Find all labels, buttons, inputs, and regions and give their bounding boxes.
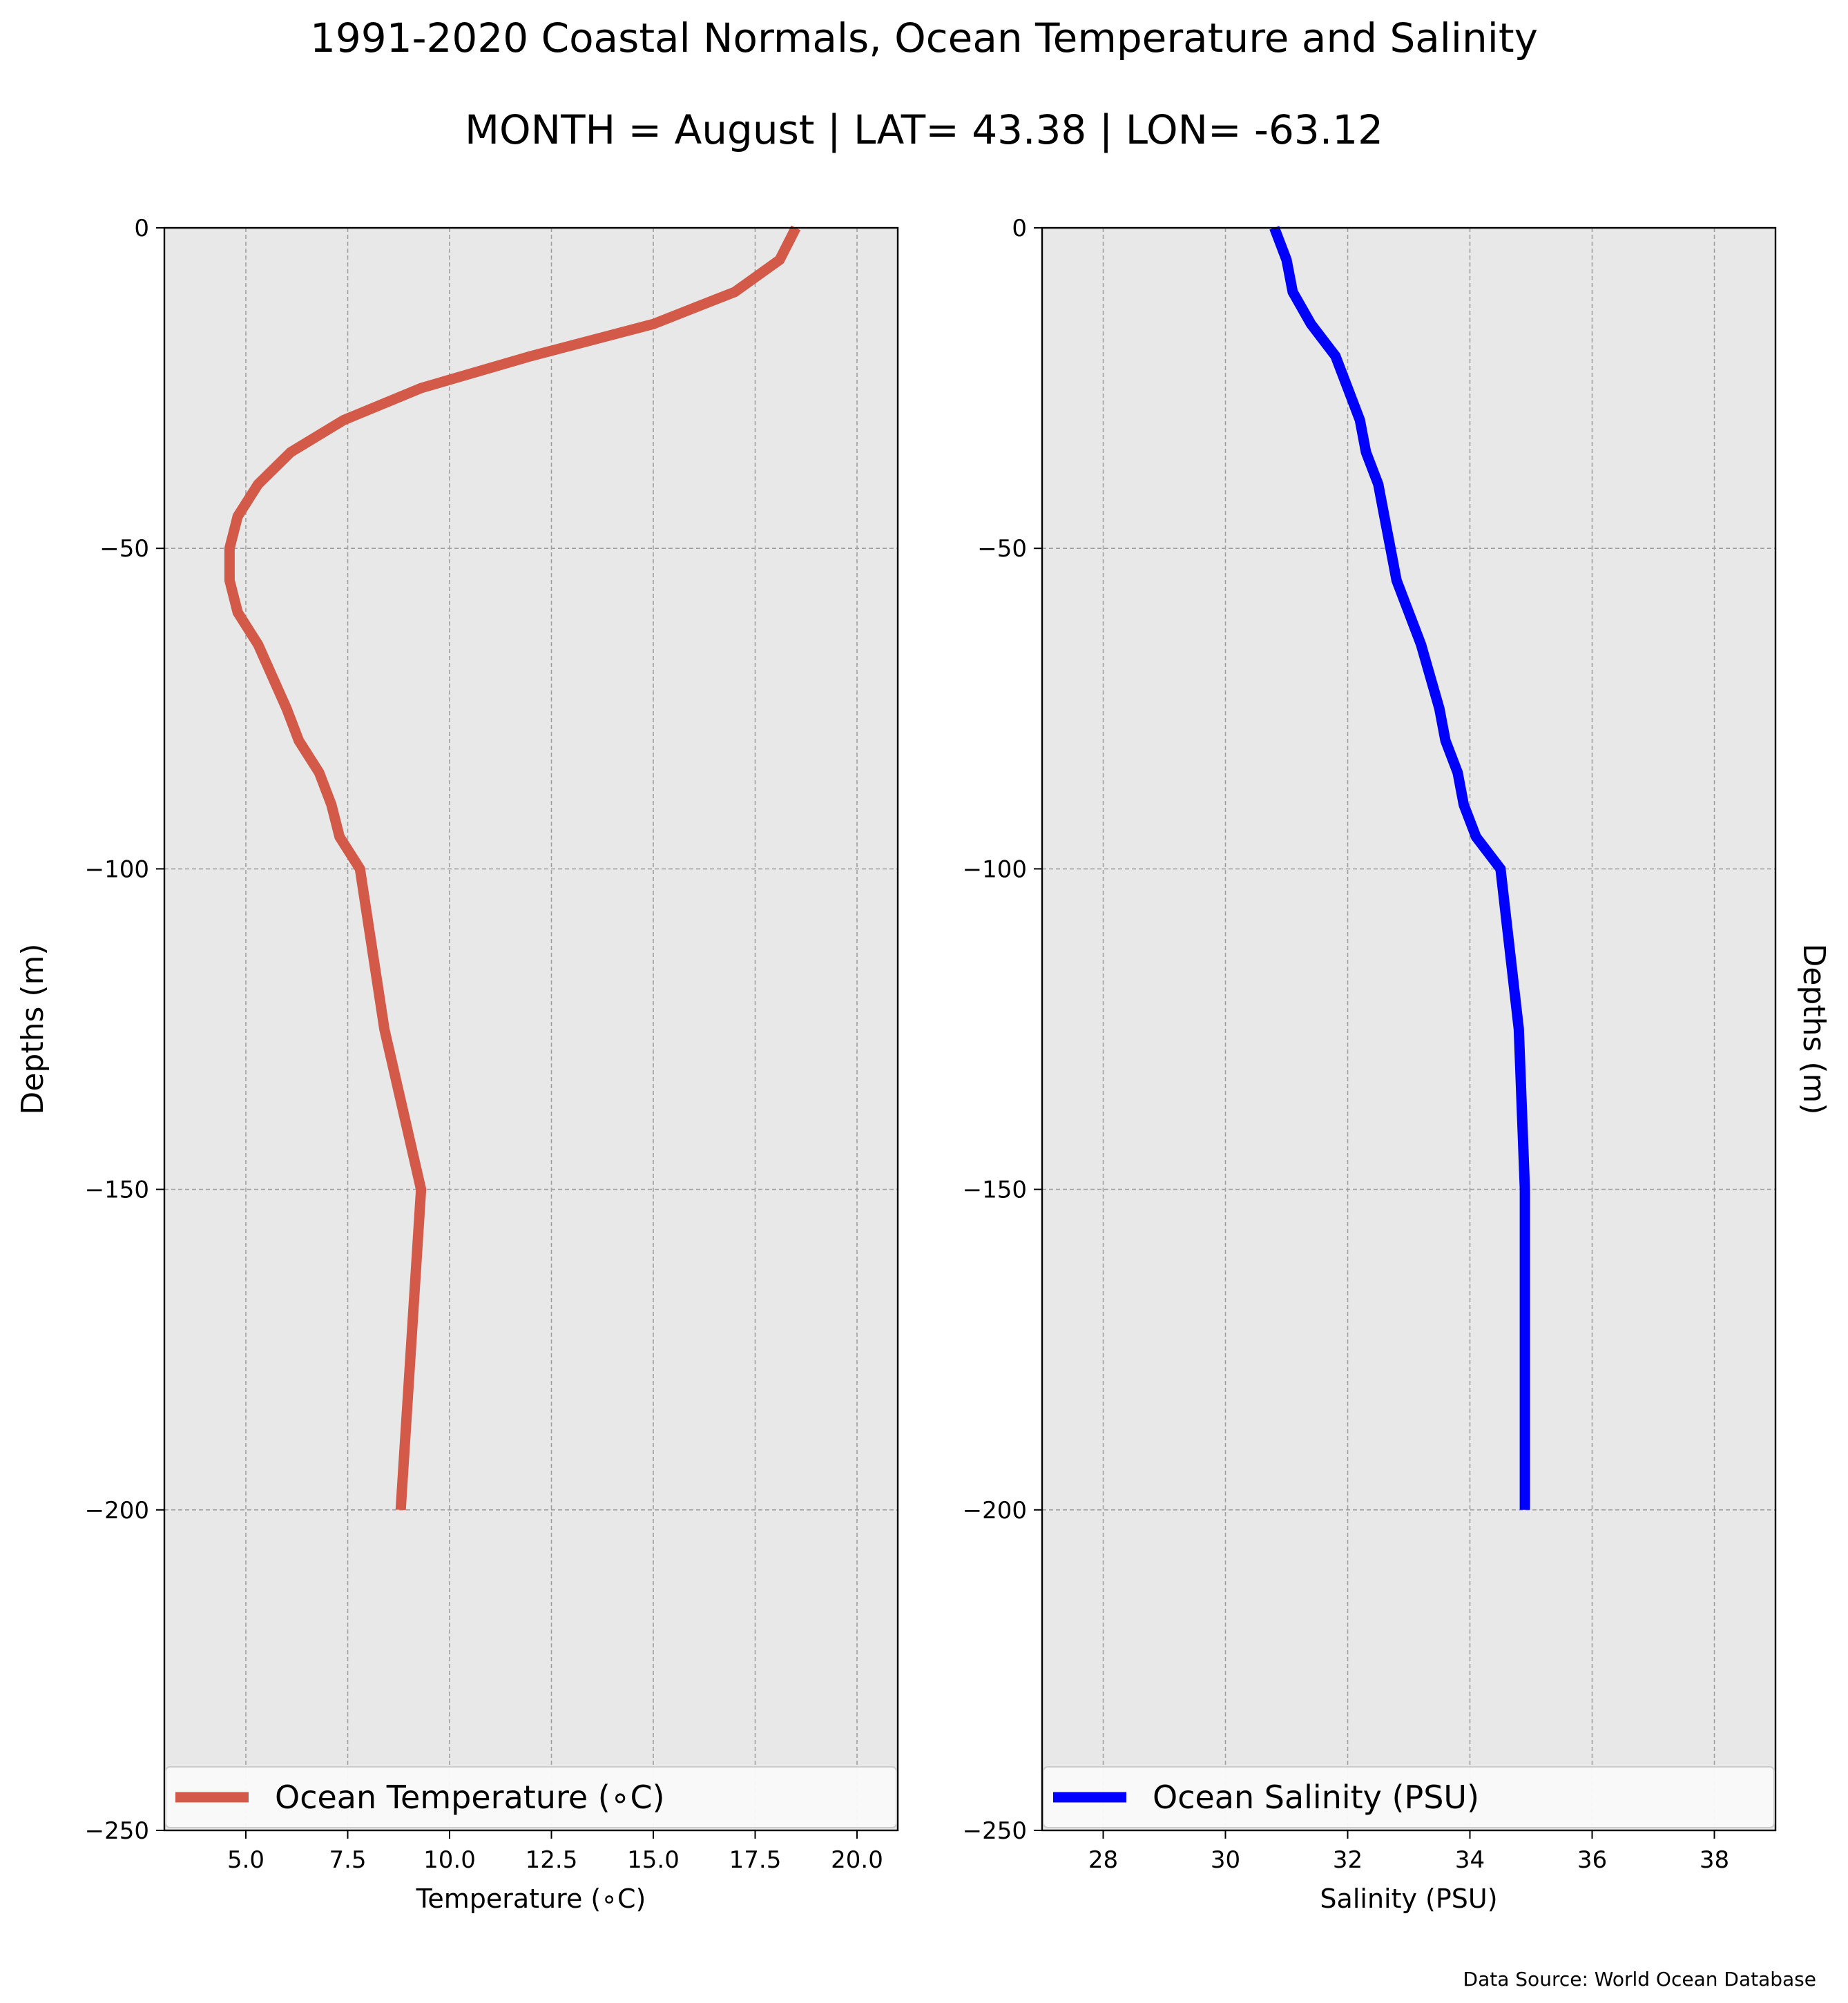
temperature-x-tick-label: 20.0 [831, 1846, 883, 1874]
temperature-y-tick-label: −200 [85, 1497, 149, 1525]
temperature-x-tick-label: 12.5 [526, 1846, 578, 1874]
salinity-x-tick-label: 30 [1211, 1846, 1240, 1874]
salinity-x-tick-label: 36 [1577, 1846, 1607, 1874]
temperature-x-tick-label: 7.5 [329, 1846, 366, 1874]
salinity-y-tick-label: −50 [977, 535, 1027, 563]
temperature-plot-area [164, 228, 898, 1830]
salinity-plot-area [1042, 228, 1775, 1830]
salinity-y-tick-label: −200 [963, 1497, 1027, 1525]
salinity-y-tick-label: −100 [963, 855, 1027, 883]
salinity-y-tick-label: 0 [1012, 215, 1027, 242]
salinity-x-tick-label: 28 [1088, 1846, 1118, 1874]
temperature-y-tick-label: 0 [134, 215, 149, 242]
salinity-y-tick-label: −250 [963, 1817, 1027, 1845]
temperature-axes-frame [163, 226, 899, 1832]
temperature-panel: 5.0 7.5 10.0 12.5 15.0 17.5 20.0 0 −50 −100 −150 −2… [15, 215, 899, 1914]
salinity-legend-label: Ocean Salinity (PSU) [1153, 1779, 1479, 1816]
salinity-x-axis-label: Salinity (PSU) [1320, 1884, 1497, 1914]
salinity-x-tick-label: 34 [1455, 1846, 1485, 1874]
chart-subtitle: MONTH = August | LAT= 43.38 | LON= -63.1… [465, 106, 1383, 153]
salinity-y-tick-label: −150 [963, 1177, 1027, 1204]
temperature-y-axis-label: Depths (m) [15, 943, 50, 1114]
temperature-y-tick-label: −100 [85, 855, 149, 883]
salinity-x-tick-label: 38 [1700, 1846, 1729, 1874]
temperature-x-tick-label: 5.0 [227, 1846, 264, 1874]
temperature-legend-label: Ocean Temperature (∘C) [275, 1779, 665, 1816]
salinity-y-axis-label: Depths (m) [1796, 943, 1831, 1114]
source-note: Data Source: World Ocean Database [1463, 1968, 1816, 1991]
salinity-axes-frame [1041, 226, 1777, 1832]
temperature-x-tick-label: 10.0 [423, 1846, 476, 1874]
chart-title: 1991-2020 Coastal Normals, Ocean Tempera… [310, 14, 1538, 61]
temperature-y-tick-label: −50 [99, 535, 149, 563]
salinity-series-line [1269, 226, 1530, 1510]
salinity-legend [1043, 1766, 1775, 1828]
salinity-panel: 28 30 32 34 36 38 0 −50 −100 −150 −200 −250 Salinity… [963, 215, 1831, 1914]
temperature-y-tick-label: −250 [85, 1817, 149, 1845]
temperature-x-tick-label: 15.0 [627, 1846, 680, 1874]
temperature-series-line [224, 225, 801, 1511]
temperature-x-axis-label: Temperature (∘C) [416, 1884, 646, 1914]
temperature-x-tick-label: 17.5 [729, 1846, 782, 1874]
temperature-y-tick-label: −150 [85, 1177, 149, 1204]
temperature-legend [165, 1766, 897, 1828]
salinity-x-tick-label: 32 [1333, 1846, 1363, 1874]
